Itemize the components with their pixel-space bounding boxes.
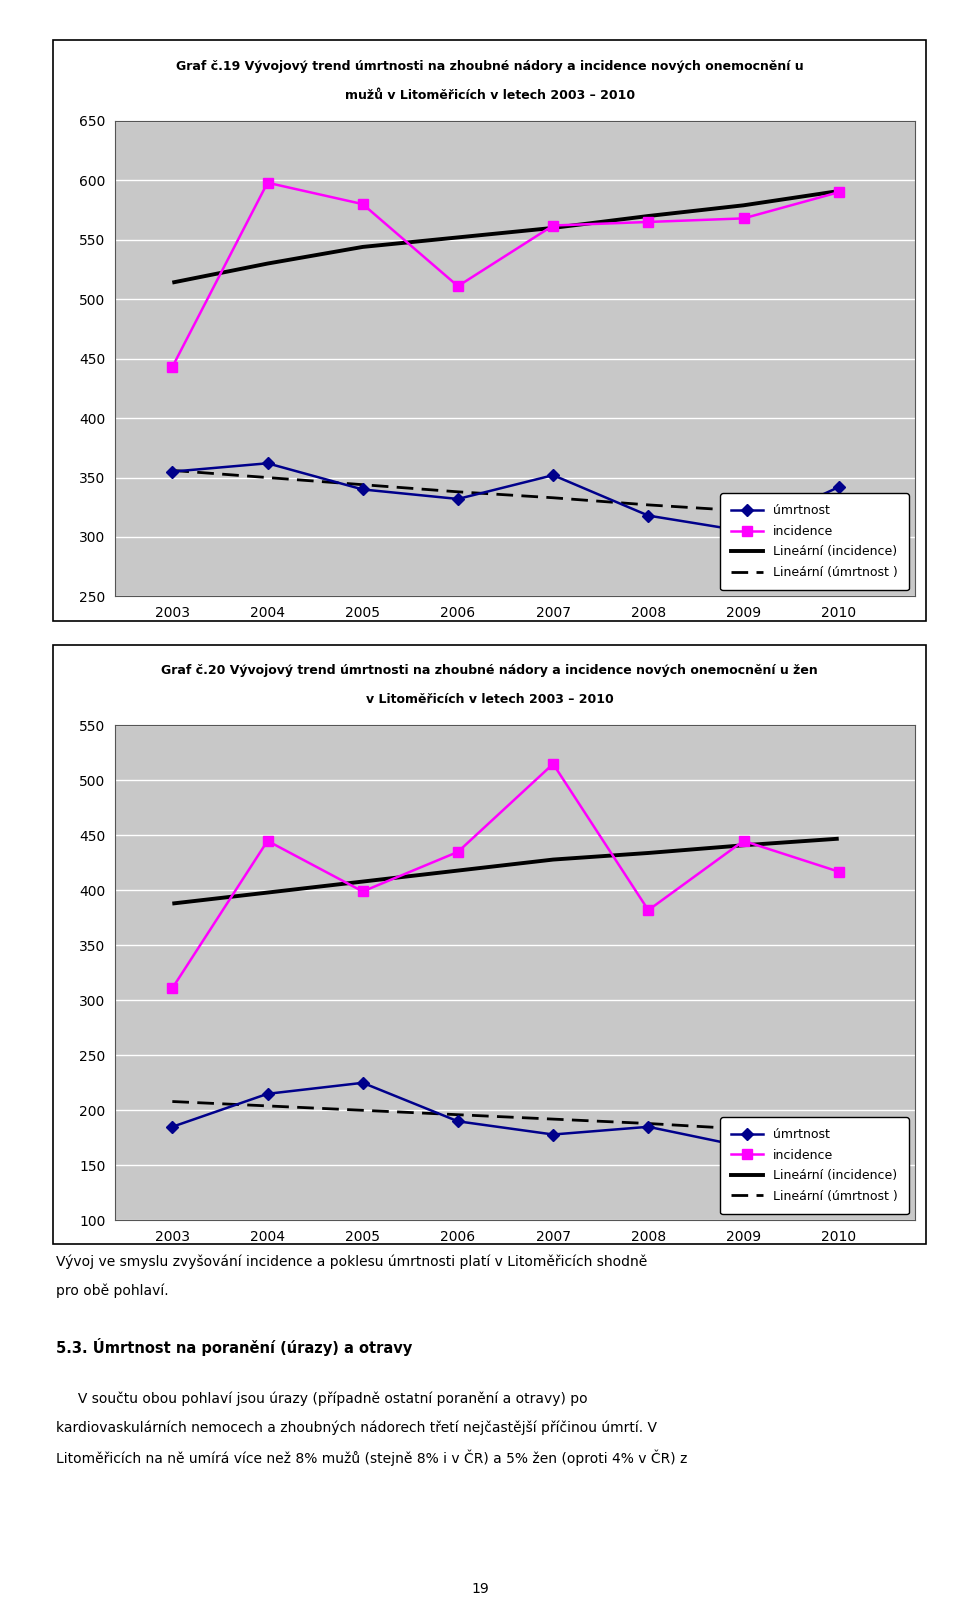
Text: 5.3. Úmrtnost na poranění (úrazy) a otravy: 5.3. Úmrtnost na poranění (úrazy) a otra… [56,1338,412,1356]
Text: mužů v Litoměřicích v letech 2003 – 2010: mužů v Litoměřicích v letech 2003 – 2010 [345,89,635,102]
Text: Graf č.20 Vývojový trend úmrtnosti na zhoubné nádory a incidence nových onemocně: Graf č.20 Vývojový trend úmrtnosti na zh… [161,664,818,677]
Text: 19: 19 [471,1581,489,1596]
Text: V součtu obou pohlaví jsou úrazy (případně ostatní poranění a otravy) po: V součtu obou pohlaví jsou úrazy (případ… [56,1391,588,1406]
Text: Litoměřicích na ně umírá více než 8% mužů (stejně 8% i v ČR) a 5% žen (oproti 4%: Litoměřicích na ně umírá více než 8% muž… [56,1449,687,1465]
Legend: úmrtnost, incidence, Lineární (incidence), Lineární (úmrtnost ): úmrtnost, incidence, Lineární (incidence… [720,1117,908,1214]
Text: pro obě pohlaví.: pro obě pohlaví. [56,1283,168,1298]
Text: v Litoměřicích v letech 2003 – 2010: v Litoměřicích v letech 2003 – 2010 [366,693,613,706]
Legend: úmrtnost, incidence, Lineární (incidence), Lineární (úmrtnost ): úmrtnost, incidence, Lineární (incidence… [720,493,908,590]
Text: Graf č.19 Vývojový trend úmrtnosti na zhoubné nádory a incidence nových onemocně: Graf č.19 Vývojový trend úmrtnosti na zh… [176,60,804,73]
Text: Vývoj ve smyslu zvyšování incidence a poklesu úmrtnosti platí v Litoměřicích sho: Vývoj ve smyslu zvyšování incidence a po… [56,1254,647,1269]
Text: kardiovaskulárních nemocech a zhoubných nádorech třetí nejčastější příčinou úmrt: kardiovaskulárních nemocech a zhoubných … [56,1420,657,1435]
